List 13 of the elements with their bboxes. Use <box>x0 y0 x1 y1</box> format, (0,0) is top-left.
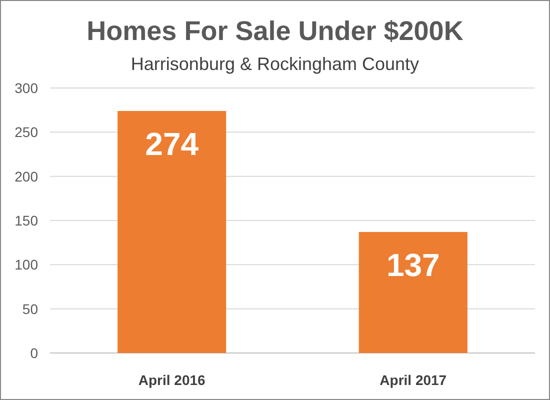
x-tick-label: April 2016 <box>138 372 206 388</box>
chart-title: Homes For Sale Under $200K <box>86 16 464 46</box>
chart-subtitle: Harrisonburg & Rockingham County <box>130 54 420 74</box>
data-label: 137 <box>386 246 440 283</box>
y-tick-label: 0 <box>30 345 38 361</box>
y-tick-label: 50 <box>22 300 38 317</box>
y-tick-label: 100 <box>14 256 38 273</box>
y-tick-label: 250 <box>14 124 38 140</box>
y-tick-label: 200 <box>14 168 38 184</box>
y-tick-label: 300 <box>14 80 38 96</box>
y-tick-label: 150 <box>14 212 38 228</box>
data-label: 274 <box>145 126 199 162</box>
x-tick-label: April 2017 <box>380 372 447 388</box>
